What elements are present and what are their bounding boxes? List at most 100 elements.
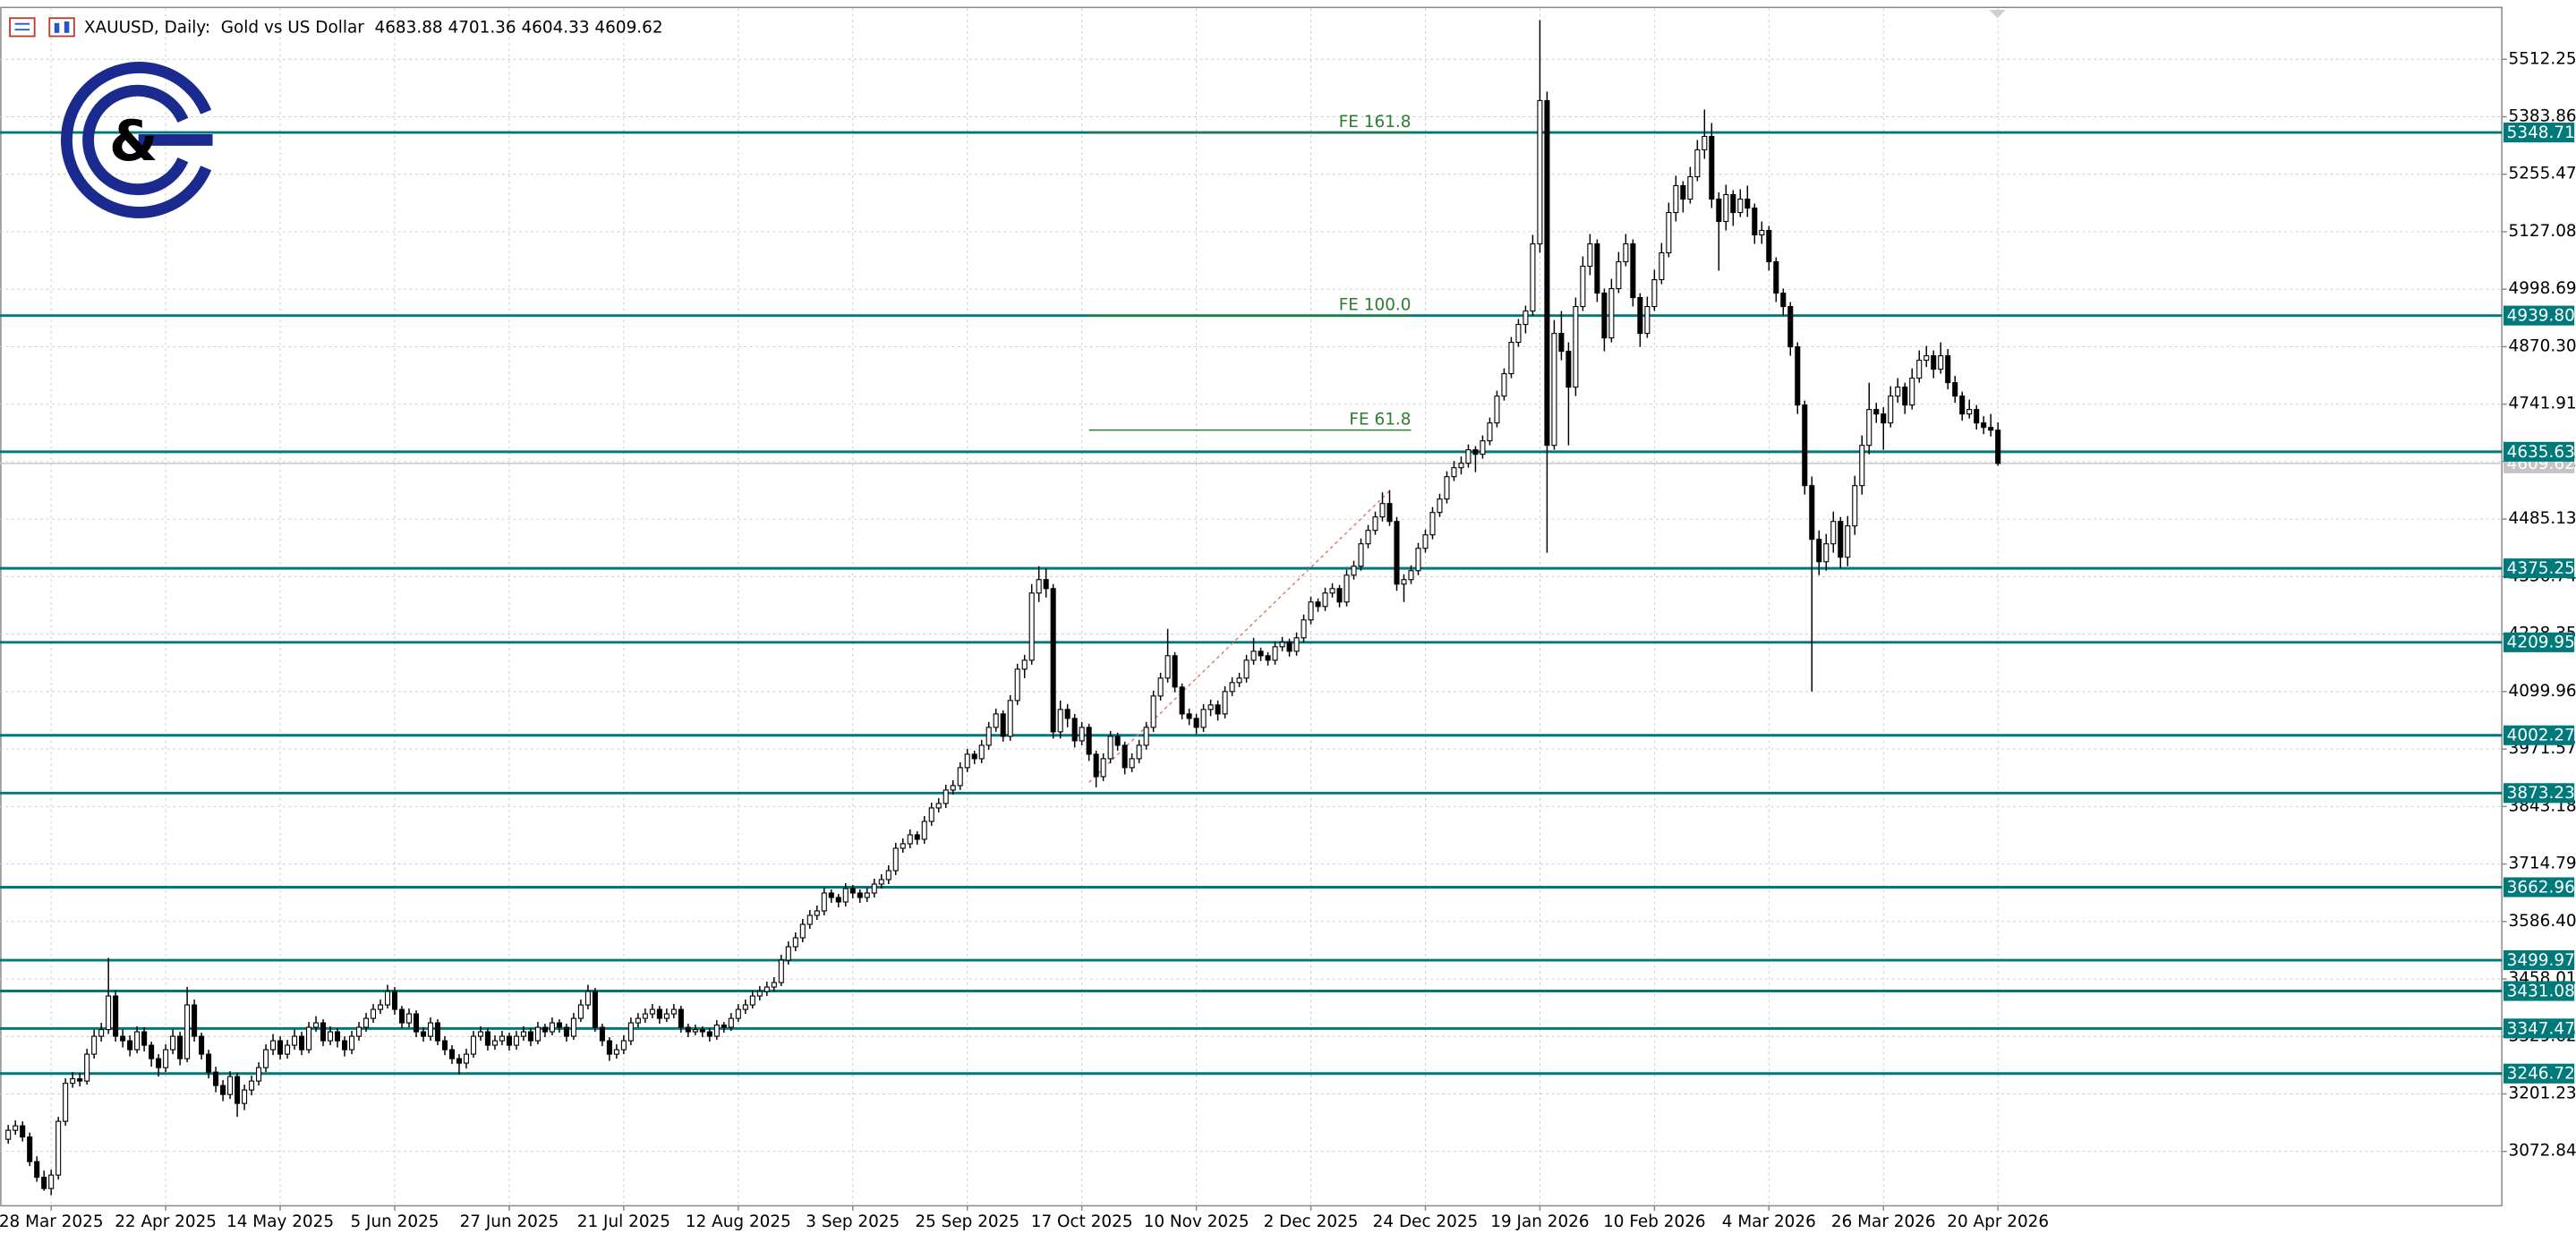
price-label-box: [2503, 877, 2575, 897]
price-label: 4939.80: [2507, 307, 2575, 326]
candle-body: [921, 821, 927, 840]
price-label: 3347.47: [2507, 1019, 2575, 1038]
candle-body: [978, 744, 985, 760]
price-label-box: [2503, 725, 2575, 745]
candle-body: [1551, 333, 1557, 447]
candle-body: [778, 959, 784, 983]
candle-body: [685, 1026, 691, 1033]
x-tick-label: 5 Jun 2025: [350, 1212, 439, 1231]
candle-body: [292, 1035, 298, 1046]
candle-body: [391, 991, 398, 1010]
candle-body: [542, 1026, 548, 1033]
candle-body: [448, 1049, 456, 1059]
candle-body: [227, 1076, 234, 1095]
candle-body: [149, 1044, 155, 1059]
candle-body: [427, 1022, 434, 1037]
candle-body: [1164, 655, 1171, 679]
price-label: 4002.27: [2507, 727, 2575, 745]
x-tick-label: 28 Mar 2025: [0, 1212, 104, 1231]
candle-body: [34, 1161, 40, 1178]
price-label: 3873.23: [2507, 784, 2575, 803]
candle-body: [1845, 525, 1851, 558]
candle-body: [156, 1058, 162, 1068]
candle-body: [1830, 521, 1837, 545]
candle-body: [1301, 619, 1307, 639]
candle-body: [1422, 534, 1429, 549]
candle-body: [1207, 704, 1214, 710]
candle-body: [1186, 713, 1192, 719]
candle-body: [914, 834, 920, 840]
candle-body: [355, 1026, 363, 1037]
candle-body: [1995, 430, 2001, 464]
candle-body: [1974, 409, 1980, 424]
candle-body: [1272, 646, 1278, 661]
price-label-box: [2503, 305, 2575, 326]
candle-body: [1530, 242, 1536, 312]
y-tick-label: 3714.79: [2509, 855, 2576, 873]
price-label-box: [2503, 123, 2575, 143]
x-tick-label: 12 Aug 2025: [686, 1212, 791, 1231]
x-tick-label: 24 Dec 2025: [1373, 1212, 1479, 1231]
candle-body: [334, 1031, 341, 1042]
candle-body: [1036, 579, 1042, 594]
candle-body: [1358, 543, 1364, 567]
candle-body: [1945, 355, 1951, 384]
candle-body: [1694, 149, 1701, 178]
candle-body: [892, 847, 899, 872]
candle-body: [1265, 655, 1271, 661]
candle-body: [613, 1049, 619, 1055]
candle-body: [1644, 306, 1651, 335]
candle-body: [928, 807, 934, 822]
candle-body: [842, 888, 849, 903]
candle-body: [849, 888, 856, 894]
candle-body: [1336, 588, 1343, 603]
candle-body: [1315, 601, 1321, 608]
candle-body: [1394, 521, 1400, 585]
candle-body: [706, 1031, 712, 1037]
x-tick-label: 10 Nov 2025: [1144, 1212, 1250, 1231]
icon-list: [9, 17, 36, 38]
candle-body: [1859, 445, 1865, 487]
price-label: 5348.71: [2507, 123, 2575, 142]
candle-body: [907, 834, 913, 845]
x-tick-label: 3 Sep 2025: [806, 1212, 900, 1231]
logo-inner-ring: [82, 84, 189, 196]
candle-body: [985, 727, 992, 746]
x-tick-label: 25 Sep 2025: [915, 1212, 1019, 1231]
candle-body: [1222, 691, 1228, 715]
candle-body: [456, 1058, 463, 1064]
candle-body: [420, 1031, 427, 1037]
candle-body: [1873, 409, 1880, 415]
candle-body: [1780, 293, 1787, 308]
candle-body: [950, 785, 956, 791]
candle-body: [1852, 485, 1858, 527]
candle-body: [313, 1022, 320, 1028]
candle-body: [563, 1026, 569, 1037]
candle-body: [1143, 727, 1149, 746]
candle-body: [206, 1053, 212, 1073]
candle-body: [1351, 566, 1357, 576]
candle-body: [1759, 229, 1765, 236]
y-tick-label: 4870.30: [2509, 336, 2576, 355]
candle-body: [106, 995, 112, 1031]
candle-body: [1480, 440, 1486, 455]
candle-body: [1651, 278, 1658, 308]
candle-body: [1816, 539, 1822, 563]
candle-body: [1737, 198, 1744, 214]
candle-body: [1494, 396, 1500, 424]
candle-body: [1050, 588, 1056, 733]
candle-body: [649, 1008, 655, 1015]
candle-body: [1902, 387, 1908, 406]
candle-body: [48, 1174, 55, 1189]
y-tick-label: 4998.69: [2509, 279, 2576, 298]
candle-body: [592, 991, 598, 1028]
candle-body: [1007, 700, 1013, 737]
candle-body: [792, 937, 798, 948]
candle-body: [1752, 207, 1758, 236]
candle-body: [1000, 713, 1006, 737]
candle-body: [1659, 251, 1665, 281]
candle-body: [1988, 427, 1994, 431]
candle-body: [1680, 184, 1686, 200]
candle-body: [1122, 744, 1128, 769]
candle-body: [484, 1031, 490, 1046]
